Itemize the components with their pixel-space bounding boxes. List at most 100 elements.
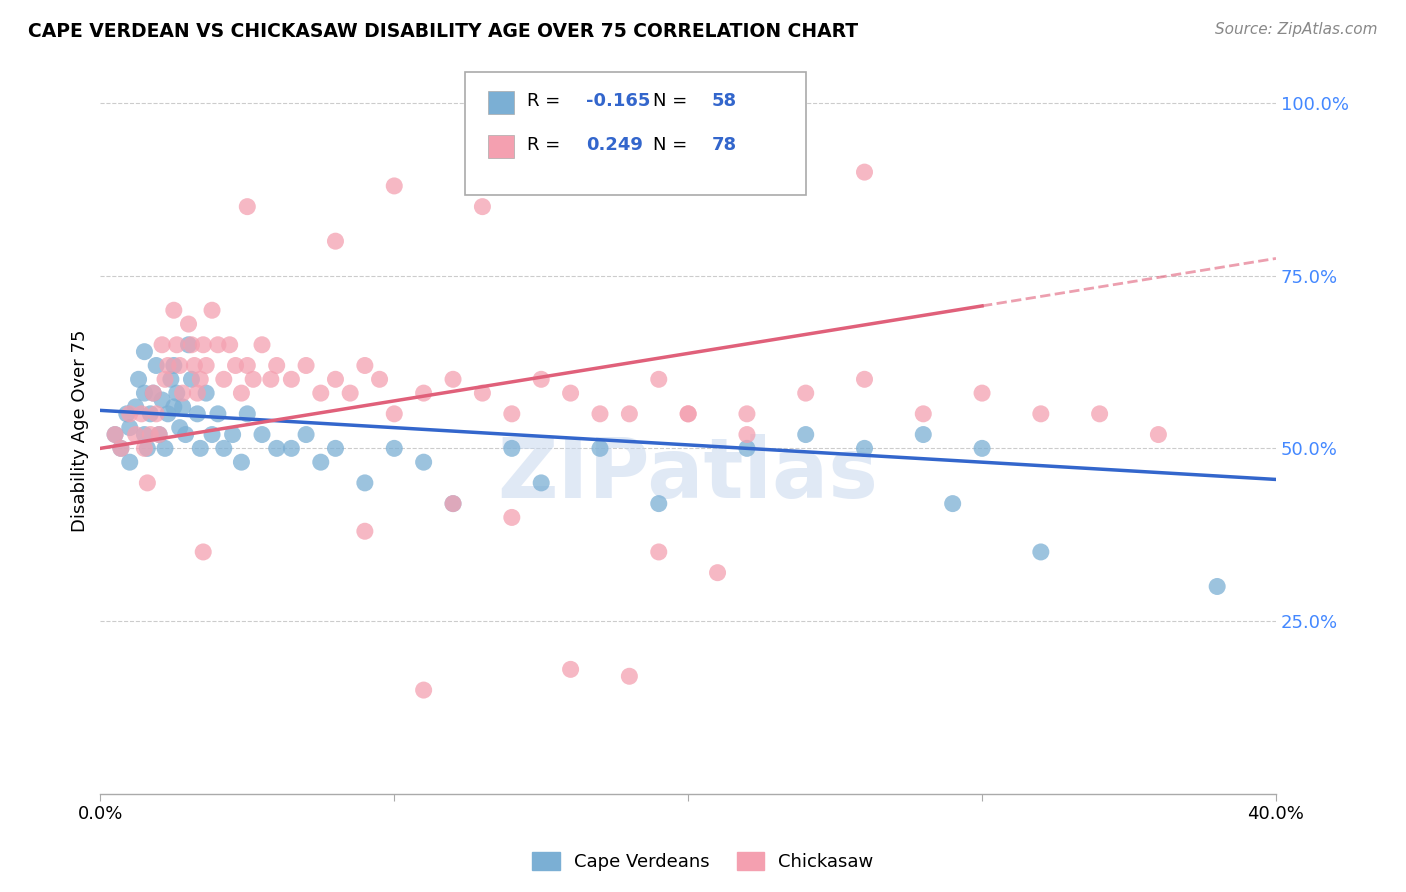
Point xyxy=(309,455,332,469)
Point xyxy=(156,359,179,373)
Point xyxy=(412,683,434,698)
Point xyxy=(231,386,253,401)
FancyBboxPatch shape xyxy=(488,135,515,158)
Point xyxy=(912,407,935,421)
Text: R =: R = xyxy=(527,136,567,153)
Point xyxy=(368,372,391,386)
Point xyxy=(163,303,186,318)
Point xyxy=(128,372,150,386)
Point xyxy=(471,200,494,214)
Point xyxy=(225,359,247,373)
Point xyxy=(648,545,671,559)
Point xyxy=(153,372,176,386)
Point xyxy=(136,475,159,490)
Point xyxy=(156,407,179,421)
Point xyxy=(260,372,283,386)
Point xyxy=(131,407,153,421)
Point xyxy=(676,407,699,421)
Point xyxy=(134,344,156,359)
Point xyxy=(142,386,165,401)
Point xyxy=(160,372,183,386)
Point xyxy=(183,359,205,373)
Point xyxy=(163,359,186,373)
Point xyxy=(153,442,176,456)
Point xyxy=(853,442,876,456)
Point xyxy=(648,497,671,511)
Point xyxy=(104,427,127,442)
Point xyxy=(188,442,211,456)
Point xyxy=(236,359,259,373)
Point xyxy=(309,386,332,401)
Point xyxy=(325,372,347,386)
Point xyxy=(250,427,273,442)
Point xyxy=(221,427,243,442)
Point xyxy=(706,566,728,580)
Text: N =: N = xyxy=(652,92,693,110)
Point xyxy=(142,386,165,401)
Point xyxy=(853,372,876,386)
Point xyxy=(471,386,494,401)
Point xyxy=(589,442,612,456)
Point xyxy=(589,407,612,421)
Point xyxy=(339,386,361,401)
Point xyxy=(295,427,318,442)
Point xyxy=(195,359,218,373)
Point xyxy=(280,372,302,386)
Point xyxy=(236,200,259,214)
Point xyxy=(735,427,758,442)
Point xyxy=(186,386,208,401)
Point xyxy=(354,359,377,373)
Point xyxy=(104,427,127,442)
Point xyxy=(280,442,302,456)
FancyBboxPatch shape xyxy=(465,72,806,195)
Point xyxy=(266,442,288,456)
Point xyxy=(195,386,218,401)
Point xyxy=(441,497,464,511)
Point xyxy=(648,372,671,386)
Point xyxy=(325,442,347,456)
Point xyxy=(172,400,194,414)
Point xyxy=(231,455,253,469)
Point xyxy=(136,442,159,456)
Point xyxy=(325,234,347,248)
Point xyxy=(560,386,582,401)
Point xyxy=(145,359,167,373)
Point xyxy=(295,359,318,373)
Point xyxy=(193,338,215,352)
Point xyxy=(266,359,288,373)
Point xyxy=(354,524,377,539)
Legend: Cape Verdeans, Chickasaw: Cape Verdeans, Chickasaw xyxy=(526,845,880,879)
Point xyxy=(150,392,173,407)
Point xyxy=(134,427,156,442)
Point xyxy=(139,407,162,421)
Point xyxy=(110,442,132,456)
Point xyxy=(169,359,191,373)
Point xyxy=(441,372,464,386)
Point xyxy=(148,427,170,442)
Point xyxy=(530,475,553,490)
Point xyxy=(942,497,965,511)
Point xyxy=(124,427,146,442)
Point xyxy=(501,442,523,456)
Point xyxy=(560,662,582,676)
Point xyxy=(193,545,215,559)
Point xyxy=(794,427,817,442)
Point xyxy=(236,407,259,421)
Point xyxy=(1088,407,1111,421)
Text: 0.249: 0.249 xyxy=(586,136,643,153)
Point xyxy=(250,338,273,352)
Point xyxy=(174,427,197,442)
Point xyxy=(118,420,141,434)
Point xyxy=(207,338,229,352)
Point xyxy=(794,386,817,401)
Point xyxy=(501,407,523,421)
Point xyxy=(853,165,876,179)
Point xyxy=(735,442,758,456)
Point xyxy=(1029,545,1052,559)
Point xyxy=(180,338,202,352)
Point xyxy=(354,475,377,490)
Point xyxy=(382,442,405,456)
Text: N =: N = xyxy=(652,136,693,153)
Point xyxy=(212,442,235,456)
Point xyxy=(177,317,200,331)
